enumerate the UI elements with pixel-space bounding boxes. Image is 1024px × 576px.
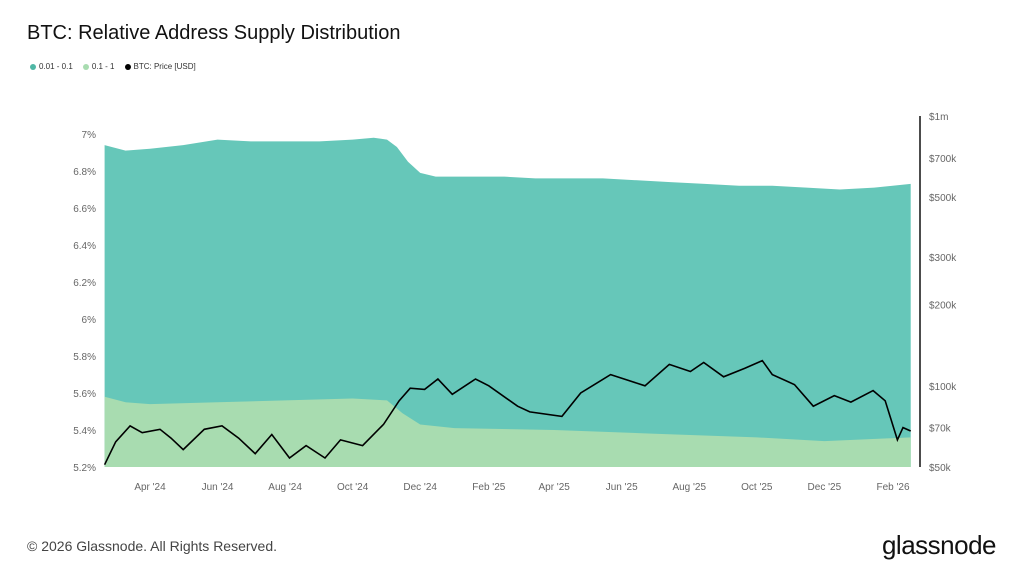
y-right-tick-label: $1m: [929, 112, 948, 123]
y-right-tick-label: $50k: [929, 463, 952, 474]
legend-label: 0.01 - 0.1: [39, 62, 73, 71]
y-right-tick-label: $700k: [929, 154, 957, 165]
y-left-tick-label: 5.4%: [73, 426, 96, 437]
x-tick-label: Apr '24: [134, 482, 166, 493]
y-left-tick-label: 5.6%: [73, 389, 96, 400]
x-tick-label: Apr '25: [538, 482, 570, 493]
y-left-tick-label: 6.8%: [73, 167, 96, 178]
y-left-tick-label: 5.2%: [73, 463, 96, 474]
y-left-tick-label: 6.4%: [73, 241, 96, 252]
legend-item-0.1-1[interactable]: 0.1 - 1: [82, 62, 115, 71]
x-tick-label: Oct '25: [741, 482, 773, 493]
price-line: [103, 359, 912, 466]
y-right-tick-label: $500k: [929, 193, 957, 204]
x-tick-label: Aug '24: [268, 482, 302, 493]
y-right-tick-label: $100k: [929, 382, 957, 393]
x-tick-label: Dec '25: [808, 482, 842, 493]
glassnode-logo: glassnode: [881, 530, 997, 560]
x-tick-label: Jun '25: [606, 482, 638, 493]
legend-item-0.01-0.1[interactable]: 0.01 - 0.1: [30, 62, 73, 71]
copyright: © 2026 Glassnode. All Rights Reserved.: [27, 538, 278, 554]
y-left-tick-label: 6%: [82, 315, 97, 326]
y-right-tick-label: $70k: [929, 424, 952, 435]
x-tick-label: Feb '26: [876, 482, 909, 493]
y-left-tick-label: 6.2%: [73, 278, 96, 289]
x-tick-label: Oct '24: [337, 482, 369, 493]
chart-title: BTC: Relative Address Supply Distributio…: [27, 22, 401, 44]
y-right-tick-label: $300k: [929, 253, 957, 264]
legend-item-price[interactable]: BTC: Price [USD]: [124, 62, 196, 71]
y-left-tick-label: 7%: [82, 130, 97, 141]
area-series-0: [104, 137, 911, 467]
y-left-tick-label: 6.6%: [73, 204, 96, 215]
legend: 0.01 - 0.1 0.1 - 1 BTC: Price [USD]: [30, 62, 196, 71]
x-tick-label: Dec '24: [403, 482, 437, 493]
y-right-tick-label: $200k: [929, 301, 957, 312]
legend-label: BTC: Price [USD]: [133, 62, 196, 71]
x-tick-label: Feb '25: [472, 482, 505, 493]
legend-dot-icon: [82, 63, 89, 70]
x-tick-label: Jun '24: [202, 482, 234, 493]
legend-dot-icon: [30, 63, 36, 70]
area-series-1: [104, 396, 911, 467]
legend-label: 0.1 - 1: [91, 62, 115, 71]
y-left-tick-label: 5.8%: [73, 352, 96, 363]
x-tick-label: Aug '25: [672, 482, 706, 493]
legend-dot-icon: [124, 63, 131, 70]
